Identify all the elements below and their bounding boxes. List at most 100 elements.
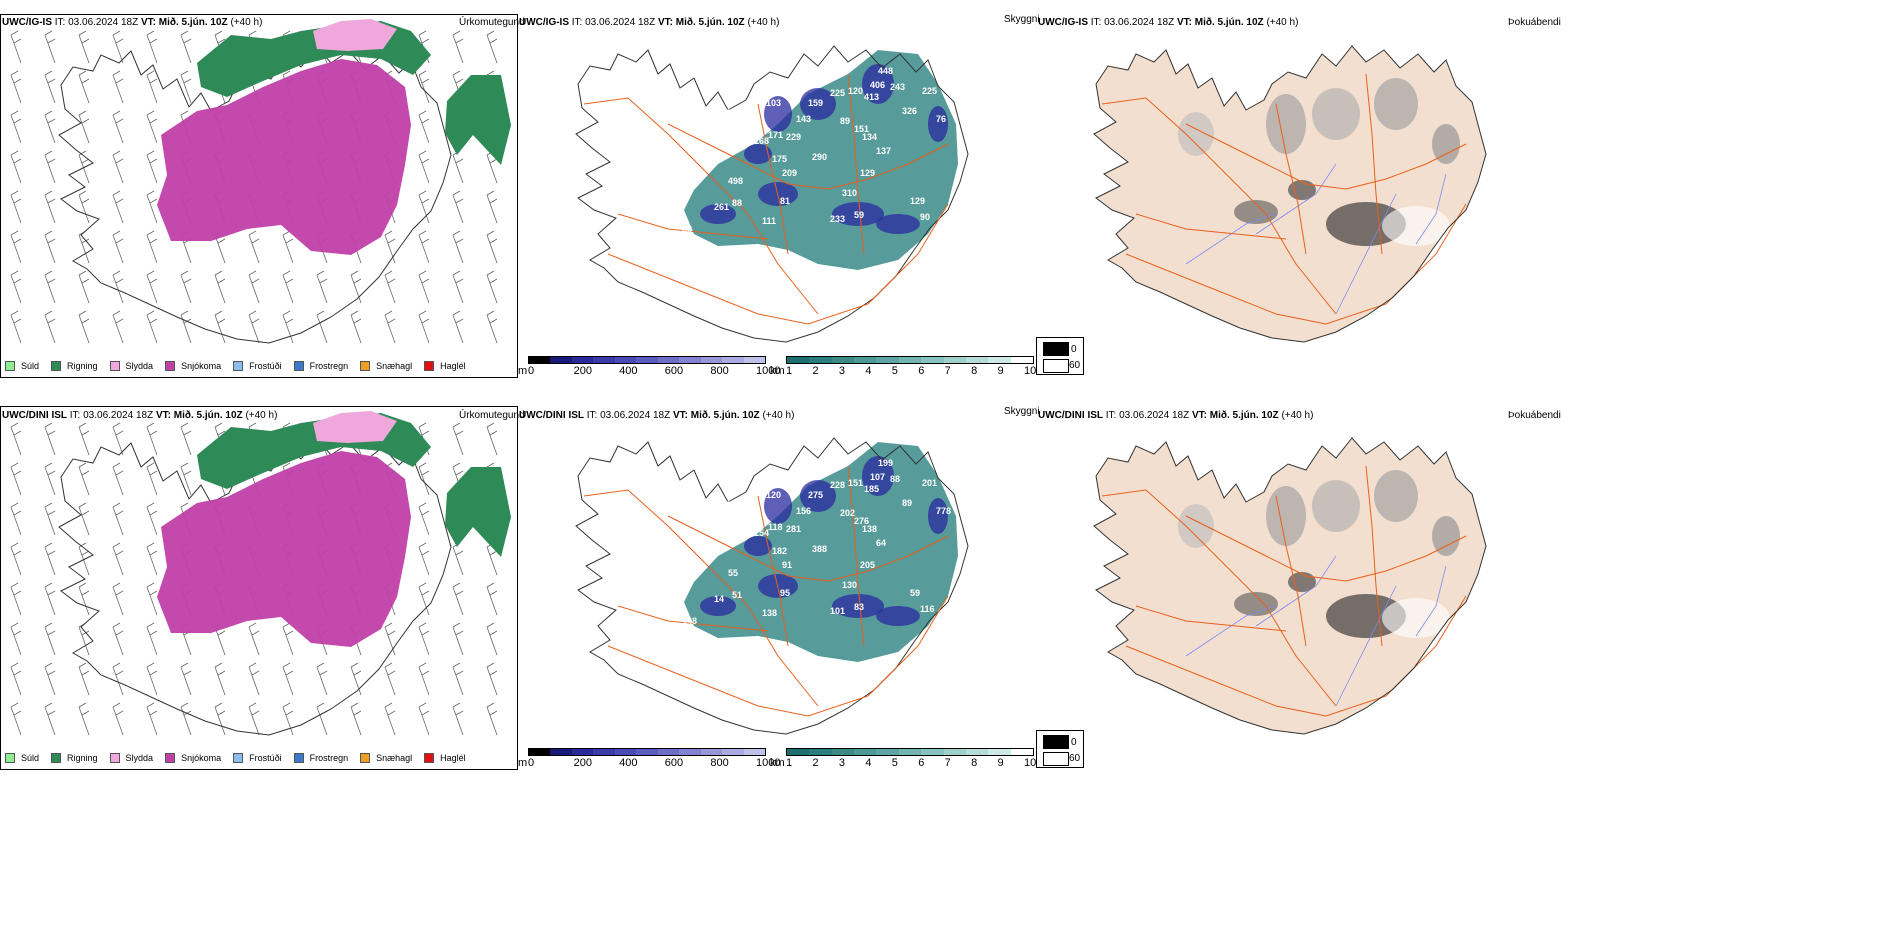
legend-item-haglél: Haglél xyxy=(424,361,466,371)
legend-swatch xyxy=(293,361,304,371)
cloud-base-value: 290 xyxy=(812,152,827,162)
fog-blob xyxy=(1312,480,1360,532)
wind-barb xyxy=(316,270,328,304)
colorbar-segment xyxy=(965,749,989,755)
wind-barb xyxy=(44,110,56,144)
river xyxy=(1335,585,1397,707)
wind-barb xyxy=(214,702,226,736)
colorbar-tick: 5 xyxy=(891,757,898,769)
wind-barb xyxy=(44,662,56,696)
wind-barb xyxy=(44,230,56,264)
cloud-base-value: 107 xyxy=(870,472,885,482)
wind-barb xyxy=(248,310,260,344)
colorbar-tick: 4 xyxy=(865,365,872,377)
wind-barb xyxy=(10,582,22,616)
legend-swatch xyxy=(5,753,15,763)
colorbar-tick: 8 xyxy=(971,365,978,377)
fog-panel-1 xyxy=(1036,14,1556,378)
wind-barb xyxy=(78,542,90,576)
wind-barb xyxy=(78,110,90,144)
colorbar-segment xyxy=(636,357,658,363)
legend-label: Súld xyxy=(21,753,40,763)
cloud-base-value: 151 xyxy=(848,478,863,488)
wind-barb xyxy=(418,462,430,496)
colorbar-segment xyxy=(943,357,966,363)
cloud-base-value: 276 xyxy=(854,516,869,526)
wind-barb xyxy=(486,190,498,224)
colorbar-tick: 9 xyxy=(997,757,1004,769)
legend-swatch xyxy=(109,361,120,371)
cloud-base-value: 388 xyxy=(812,544,827,554)
wind-barb xyxy=(418,150,430,184)
road xyxy=(1125,203,1467,325)
wind-barb xyxy=(44,542,56,576)
cloud-base-value: 91 xyxy=(782,560,792,570)
wind-barb xyxy=(418,110,430,144)
colorbar-segment xyxy=(787,749,810,755)
wind-barb xyxy=(112,622,124,656)
low-cloud-blob xyxy=(832,202,884,226)
fog-blob xyxy=(1178,112,1214,156)
fog-blob xyxy=(1432,516,1460,556)
legend-swatch xyxy=(233,361,244,371)
colorbar-tick: 600 xyxy=(664,757,684,769)
fog-blob xyxy=(1234,200,1278,224)
wind-barb xyxy=(350,270,362,304)
colorbar-segment xyxy=(593,749,615,755)
wind-barb xyxy=(44,70,56,104)
road xyxy=(1275,103,1307,255)
legend-swatch xyxy=(360,361,371,371)
wind-barb xyxy=(350,310,362,344)
cloud-base-value: 448 xyxy=(878,66,893,76)
colorbar-segment xyxy=(787,357,810,363)
legend-label: Haglél xyxy=(440,361,466,371)
colorbar-tick: 8 xyxy=(971,757,978,769)
river-network xyxy=(1185,163,1447,315)
road-network xyxy=(583,73,949,325)
cloud-base-value: 151 xyxy=(854,124,869,134)
wind-barb xyxy=(10,30,22,64)
cloud-base-value: 109 xyxy=(966,118,981,128)
colorbar-segment xyxy=(722,749,744,755)
cloud-base-value: 60 xyxy=(970,154,980,164)
wind-barb xyxy=(10,622,22,656)
cloud-base-colorbar-1: m 0 200 400 600 800 1000 xyxy=(518,356,780,378)
cloud-base-value: 55 xyxy=(728,568,738,578)
colorbar-tick: 9 xyxy=(997,365,1004,377)
colorbar-segment xyxy=(743,749,765,755)
wind-barb xyxy=(418,190,430,224)
wind-barb xyxy=(384,662,396,696)
iceland-outline xyxy=(58,438,452,736)
wind-barb xyxy=(180,462,192,496)
wind-barb xyxy=(112,462,124,496)
wind-barb xyxy=(78,30,90,64)
colorbar-segment xyxy=(965,357,989,363)
colorbar-segment xyxy=(614,749,637,755)
cloud-base-value: 156 xyxy=(796,506,811,516)
low-cloud-blob xyxy=(744,144,772,164)
colorbar-segment xyxy=(700,357,723,363)
wind-barb xyxy=(384,230,396,264)
cloud-base-value: 143 xyxy=(796,114,811,124)
header-visibility-1: UWC/IG-IS IT: 03.06.2024 18Z VT: Mið. 5.… xyxy=(519,17,780,28)
road xyxy=(1135,605,1287,632)
colorbar-tick: 3 xyxy=(838,757,845,769)
cloud-base-value: 64 xyxy=(876,538,886,548)
cloud-base-value: 201 xyxy=(922,478,937,488)
rain-area-east xyxy=(445,75,511,165)
colorbar-segment xyxy=(550,749,572,755)
colorbar-segment xyxy=(876,749,899,755)
wind-barb xyxy=(112,30,124,64)
wind-barb xyxy=(10,462,22,496)
init-time: IT: 03.06.2024 18Z xyxy=(54,17,139,28)
wind-barb xyxy=(112,110,124,144)
cloud-base-value: 406 xyxy=(870,80,885,90)
fog-blob xyxy=(1312,88,1360,140)
colorbar-tick: 1000 xyxy=(756,365,781,377)
colorbar-tick: 7 xyxy=(944,757,951,769)
cloud-base-value: 159 xyxy=(808,98,823,108)
wind-barb xyxy=(44,30,56,64)
precip-type-panel-1: Súld Rigning Slydda Snjókoma Frostúði Frostre… xyxy=(0,14,518,378)
cloud-base-value: 778 xyxy=(936,506,951,516)
legend-label: Frostúði xyxy=(249,361,282,371)
